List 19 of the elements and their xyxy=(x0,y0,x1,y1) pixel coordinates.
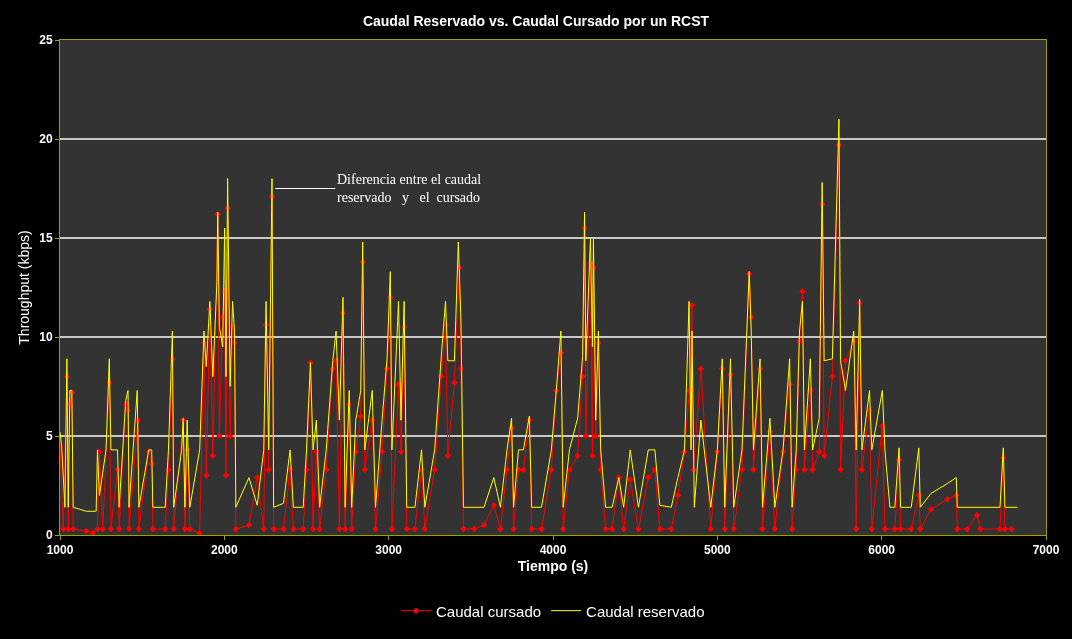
x-tick-label: 1000 xyxy=(46,543,74,558)
y-tick-label: 20 xyxy=(39,132,53,147)
x-tick-label: 6000 xyxy=(868,543,896,558)
legend-label: Caudal reservado xyxy=(586,602,705,620)
x-tick-label: 3000 xyxy=(375,543,403,558)
x-tick-label: 7000 xyxy=(1032,543,1060,558)
y-tick-label: 10 xyxy=(39,330,53,345)
legend-label: Caudal cursado xyxy=(436,602,542,620)
y-tick-label: 0 xyxy=(45,528,53,543)
x-tick-label: 2000 xyxy=(210,543,238,558)
y-axis-title: Throughput (kbps) xyxy=(15,230,32,345)
x-axis-title: Tiempo (s) xyxy=(517,557,589,574)
y-tick-label: 15 xyxy=(39,231,53,246)
y-tick-label: 25 xyxy=(39,33,53,48)
x-tick-label: 4000 xyxy=(539,543,567,558)
x-tick-label: 5000 xyxy=(703,543,731,558)
annotation: Diferencia entre el caudal reservado y el cursado xyxy=(337,172,482,206)
chart-title: Caudal Reservado vs. Caudal Cursado por un RCST xyxy=(362,12,710,29)
y-tick-label: 5 xyxy=(45,429,53,444)
